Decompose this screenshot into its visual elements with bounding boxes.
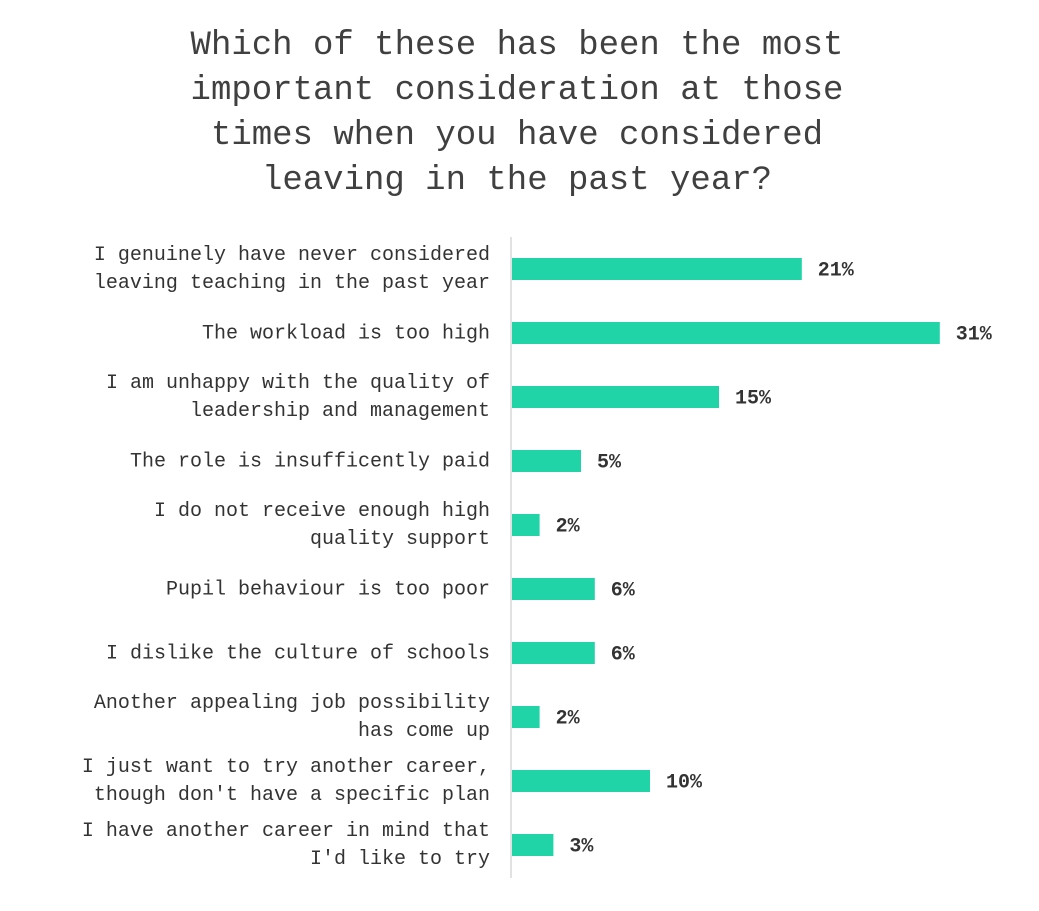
category-label: I dislike the culture of schools xyxy=(106,642,490,665)
value-label: 3% xyxy=(569,835,594,858)
bar xyxy=(512,578,595,600)
category-label: The role is insufficently paid xyxy=(130,450,490,473)
bar xyxy=(512,706,540,728)
value-label: 10% xyxy=(666,771,703,794)
bar xyxy=(512,834,554,856)
category-label: I just want to try another career, though… xyxy=(82,756,490,807)
value-label: 2% xyxy=(556,707,581,730)
category-label: I am unhappy with the quality of leadersh… xyxy=(106,372,490,423)
category-label: Pupil behaviour is too poor xyxy=(166,578,490,601)
category-label: Another appealing job possibility has com… xyxy=(94,692,490,743)
category-label: I have another career in mind that I'd li… xyxy=(82,820,490,871)
bar xyxy=(512,322,940,344)
value-label: 21% xyxy=(818,259,855,282)
bar xyxy=(512,450,581,472)
value-label: 6% xyxy=(611,579,636,602)
bar xyxy=(512,642,595,664)
category-label: I do not receive enough high quality supp… xyxy=(154,500,490,551)
bar xyxy=(512,386,719,408)
category-label: I genuinely have never considered leaving… xyxy=(94,244,490,295)
bar xyxy=(512,258,802,280)
bar xyxy=(512,514,540,536)
value-label: 2% xyxy=(556,515,581,538)
value-label: 15% xyxy=(735,387,772,410)
chart-title: Which of these has been the most importan… xyxy=(191,27,844,200)
value-label: 5% xyxy=(597,451,622,474)
value-label: 6% xyxy=(611,643,636,666)
category-label: The workload is too high xyxy=(202,322,490,345)
bar xyxy=(512,770,650,792)
value-label: 31% xyxy=(956,323,993,346)
